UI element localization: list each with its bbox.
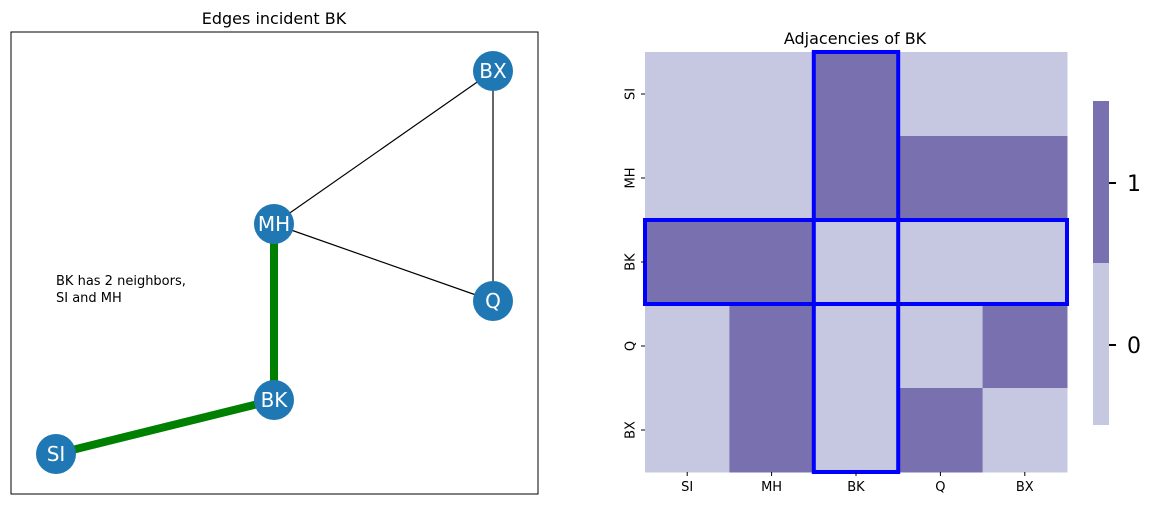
heatmap-cell-bx-bk <box>813 388 899 473</box>
heatmap-cell-si-q <box>898 52 984 137</box>
heatmap-cell-q-bk <box>813 304 899 389</box>
heatmap-cell-mh-bk <box>813 136 899 221</box>
node-q: Q <box>473 281 513 321</box>
heatmap-cell-q-bx <box>982 304 1068 389</box>
network-panel: Edges incident BK SI MH BK Q BX BK has 2 nei… <box>10 9 539 495</box>
node-circle <box>473 51 513 91</box>
edge-si-bk <box>55 396 275 458</box>
network-edges <box>55 70 494 458</box>
node-circle <box>36 434 76 474</box>
colorbar-low <box>1093 263 1109 425</box>
colorbar-tick-label: 1 <box>1127 172 1141 197</box>
y-tick-label: BK <box>624 253 639 271</box>
node-circle <box>254 380 294 420</box>
heatmap-cell-bx-bx <box>982 388 1068 473</box>
edge-mh-q <box>273 223 494 302</box>
y-tick-label: MH <box>624 168 639 189</box>
edge-mh-bx <box>273 70 494 225</box>
heatmap-cell-bk-bk <box>813 220 899 305</box>
network-title: Edges incident BK <box>202 9 347 28</box>
node-circle <box>254 204 294 244</box>
y-tick-label: Q <box>624 341 639 351</box>
heatmap-cell-si-mh <box>729 52 815 137</box>
heatmap-cell-si-bx <box>982 52 1068 137</box>
heatmap-x-ticks: SI MH BK Q BX <box>681 472 1034 495</box>
heatmap-cell-mh-si <box>645 136 730 221</box>
heatmap-cell-si-bk <box>813 52 899 137</box>
heatmap-cell-si-si <box>645 52 730 137</box>
x-tick-label: MH <box>761 480 782 495</box>
node-label: Q <box>485 289 501 313</box>
colorbar: 01 <box>1093 101 1141 425</box>
x-tick-label: Q <box>935 480 945 495</box>
heatmap-cell-q-q <box>898 304 984 389</box>
node-bx: BX <box>473 51 513 91</box>
heatmap-cell-bk-q <box>898 220 984 305</box>
colorbar-tick-label: 0 <box>1127 334 1141 359</box>
node-label: BK <box>261 388 289 412</box>
y-tick-label: BX <box>624 421 639 439</box>
colorbar-high <box>1093 101 1109 263</box>
x-tick-label: SI <box>681 480 693 495</box>
network-nodes: SI MH BK Q BX <box>36 51 513 474</box>
annotation-line-1: BK has 2 neighbors, <box>56 274 186 289</box>
heatmap-title: Adjacencies of BK <box>784 29 927 48</box>
heatmap-cell-bk-bx <box>982 220 1068 305</box>
annotation-line-2: SI and MH <box>56 291 122 306</box>
node-mh: MH <box>254 204 294 244</box>
y-tick-label: SI <box>624 88 639 100</box>
heatmap-cell-mh-mh <box>729 136 815 221</box>
heatmap-cell-bx-mh <box>729 388 815 473</box>
node-label: BX <box>479 59 507 83</box>
heatmap-cell-q-mh <box>729 304 815 389</box>
node-bk: BK <box>254 380 294 420</box>
heatmap-cell-bx-si <box>645 388 730 473</box>
node-label: SI <box>47 442 66 466</box>
heatmap-cell-mh-q <box>898 136 984 221</box>
x-tick-label: BX <box>1016 480 1034 495</box>
node-si: SI <box>36 434 76 474</box>
heatmap-cell-q-si <box>645 304 730 389</box>
heatmap-cells <box>645 52 1068 473</box>
node-label: MH <box>258 212 290 236</box>
heatmap-cell-bk-mh <box>729 220 815 305</box>
network-frame <box>10 31 539 495</box>
heatmap-cell-bx-q <box>898 388 984 473</box>
network-annotation: BK has 2 neighbors, SI and MH <box>56 274 190 306</box>
x-tick-label: BK <box>847 480 865 495</box>
node-circle <box>473 281 513 321</box>
heatmap-cell-bk-si <box>645 220 730 305</box>
heatmap-cell-mh-bx <box>982 136 1068 221</box>
heatmap-y-ticks: SI MH BK Q BX <box>624 88 645 439</box>
